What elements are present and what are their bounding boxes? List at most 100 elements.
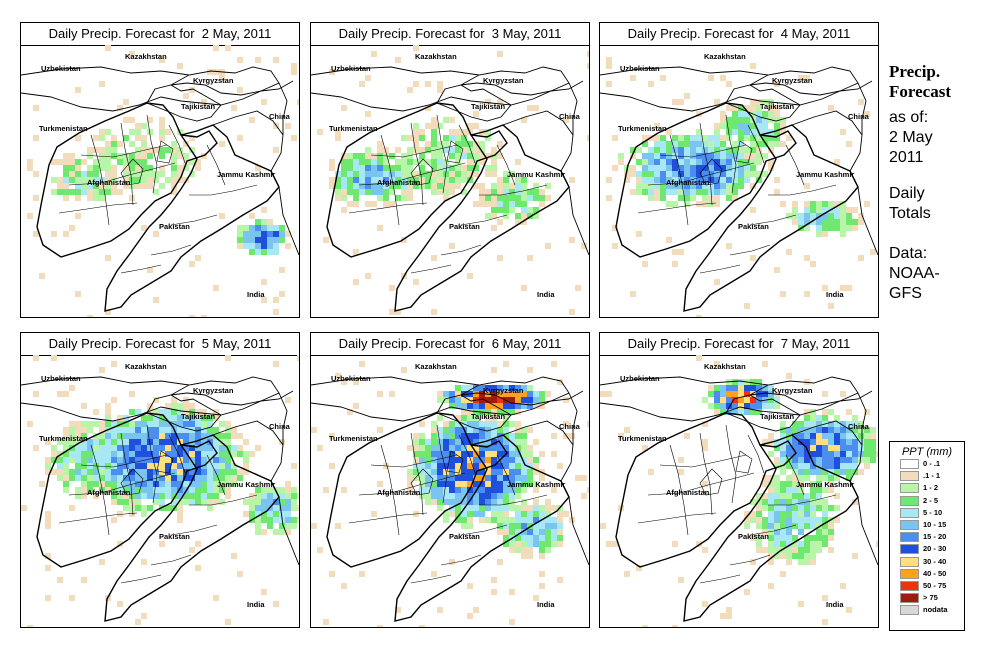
precip-cell (237, 243, 243, 249)
precip-cell (491, 589, 497, 595)
country-boundary (849, 170, 878, 256)
precip-cell (159, 147, 165, 153)
precip-cell (243, 225, 249, 231)
precip-cell (521, 213, 527, 219)
precip-cell (732, 189, 738, 195)
precip-cell (774, 129, 780, 135)
precip-cell (846, 439, 852, 445)
precip-cell (792, 517, 798, 523)
precip-cell (666, 237, 672, 243)
precip-cell (183, 93, 189, 99)
precip-cell (237, 475, 243, 481)
precip-cell (840, 213, 846, 219)
precip-cell (479, 147, 485, 153)
precip-cell (852, 451, 858, 457)
precip-cell (111, 475, 117, 481)
precip-cell (852, 225, 858, 231)
precip-cell (834, 201, 840, 207)
precip-cell (261, 237, 267, 243)
precip-cell (75, 457, 81, 463)
precip-cell (732, 177, 738, 183)
precip-cell (660, 171, 666, 177)
precip-cell (828, 409, 834, 415)
province-boundary (669, 444, 689, 536)
precip-cell (768, 553, 774, 559)
precip-cell (365, 177, 371, 183)
precip-cell (798, 541, 804, 547)
precip-cell (587, 487, 589, 493)
precip-cell (365, 111, 371, 117)
precip-cell (359, 177, 365, 183)
precip-cell (690, 147, 696, 153)
precip-cell (780, 511, 786, 517)
precip-cell (147, 481, 153, 487)
precip-cell (804, 213, 810, 219)
precip-cell (93, 195, 99, 201)
precip-cell (419, 165, 425, 171)
precip-cell (383, 147, 389, 153)
precip-cell (201, 475, 207, 481)
precip-cell (527, 255, 533, 261)
precip-cell (768, 529, 774, 535)
province-boundary (58, 512, 138, 524)
precip-cell (189, 171, 195, 177)
precip-cell (123, 135, 129, 141)
precip-cell (111, 421, 117, 427)
precip-cell (822, 535, 828, 541)
precip-cell (750, 535, 756, 541)
precip-cell (75, 195, 81, 201)
precip-cell (804, 505, 810, 511)
precip-cell (111, 397, 117, 403)
precip-cell (297, 505, 299, 511)
precip-cell (377, 481, 383, 487)
precip-cell (840, 219, 846, 225)
precip-cell (527, 481, 533, 487)
precip-cell (846, 409, 852, 415)
province-boundary (380, 444, 400, 536)
precip-cell (780, 469, 786, 475)
precip-cell (395, 57, 401, 63)
province-boundary (410, 122, 424, 206)
precip-cell (642, 261, 648, 267)
precip-cell (195, 457, 201, 463)
precip-cell (219, 475, 225, 481)
precip-cell (111, 517, 117, 523)
precip-cell (395, 183, 401, 189)
precip-cell (449, 481, 455, 487)
precip-cell (225, 433, 231, 439)
precip-cell (810, 505, 816, 511)
country-boundary (326, 412, 508, 568)
precip-cell (798, 481, 804, 487)
map-label-india: India (826, 600, 844, 609)
precip-cell (744, 511, 750, 517)
precip-cell (846, 219, 852, 225)
precip-cell (497, 189, 503, 195)
precip-cell (389, 309, 395, 315)
precip-cell (539, 475, 545, 481)
precip-cell (437, 607, 443, 613)
precip-cell (183, 409, 189, 415)
precip-cell (449, 171, 455, 177)
precip-cell (473, 391, 479, 397)
precip-cell (153, 463, 159, 469)
precip-cell (846, 475, 852, 481)
precip-cell (413, 177, 419, 183)
precip-cell (105, 433, 111, 439)
precip-cell (365, 153, 371, 159)
precip-cell (527, 397, 533, 403)
precip-cell (756, 141, 762, 147)
precip-cell (804, 553, 810, 559)
precip-cell (371, 189, 377, 195)
map-label-china: China (269, 422, 291, 431)
precip-cell (213, 427, 219, 433)
precip-cell (822, 201, 828, 207)
precip-cell (533, 189, 539, 195)
precip-cell (696, 183, 702, 189)
precip-cell (455, 153, 461, 159)
precip-cell (654, 183, 660, 189)
precip-cell (419, 159, 425, 165)
precip-cell (636, 231, 642, 237)
precip-cell (147, 439, 153, 445)
precip-cell (798, 213, 804, 219)
precip-cell (467, 403, 473, 409)
